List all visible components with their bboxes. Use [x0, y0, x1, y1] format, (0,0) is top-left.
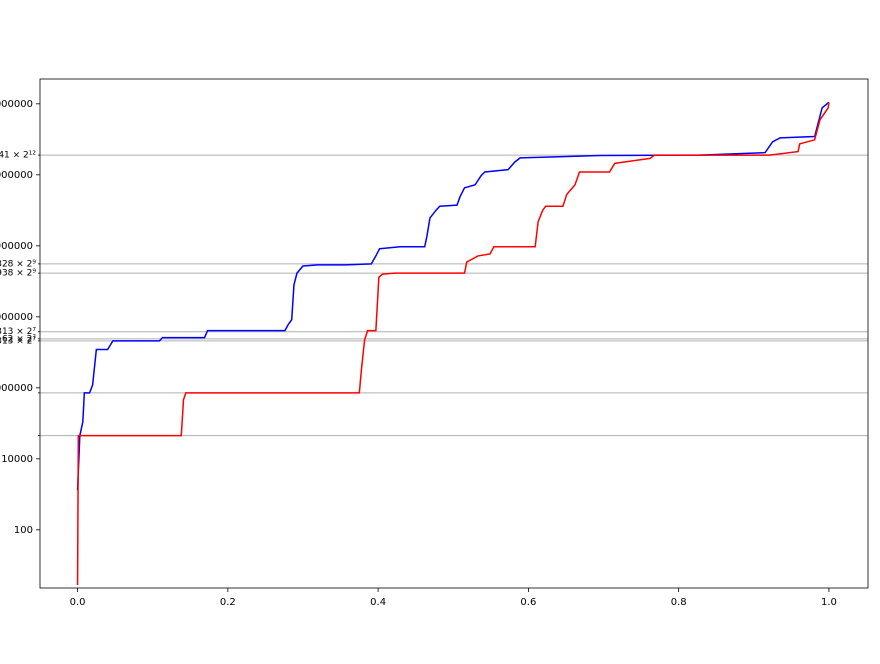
series-line: [76, 102, 830, 585]
x-tick-label: 0.8: [671, 597, 687, 608]
y-minor-tick-label: 41 × 2¹²: [0, 151, 36, 161]
plot-frame: [39, 78, 869, 589]
x-tick-label: 0.4: [370, 597, 386, 608]
y-tick-label: 100: [14, 525, 33, 536]
y-minor-tick-label: 313 × 2⁷: [0, 327, 36, 337]
y-minor-tick-label: 938 × 2⁹: [0, 269, 36, 279]
x-tick-label: 0.0: [70, 597, 86, 608]
y-minor-tick-label: 328 × 2⁹: [0, 259, 36, 269]
x-tick-label: 0.6: [520, 597, 536, 608]
series-line: [76, 101, 830, 491]
x-tick-label: 0.2: [220, 597, 236, 608]
y-minor-tick-label: 313 × 2⁷: [0, 336, 36, 346]
y-tick-label: 10000: [1, 454, 33, 465]
x-tick-label: 1.0: [821, 597, 837, 608]
y-minor-tick-label: 62 × 2⁷: [2, 334, 36, 344]
